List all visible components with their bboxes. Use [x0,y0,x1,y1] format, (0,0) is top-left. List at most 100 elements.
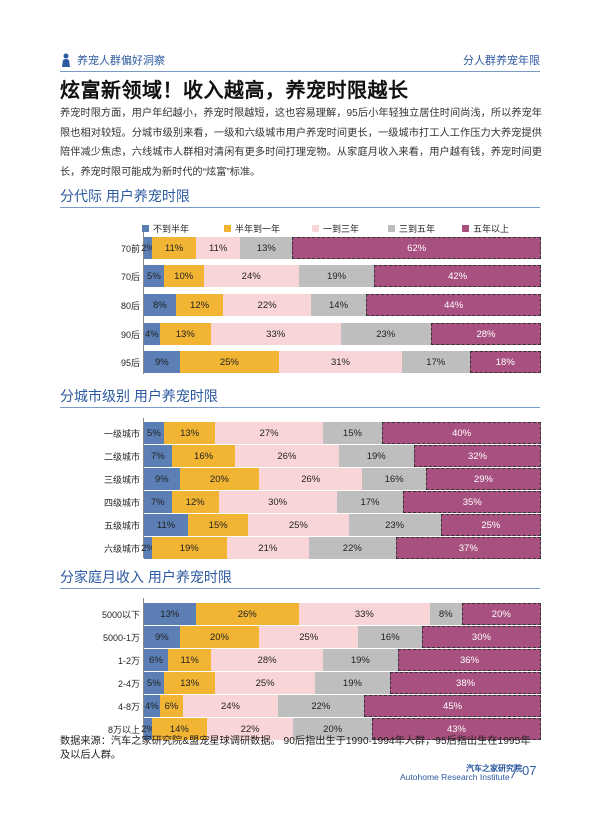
bar-segment: 15% [322,422,383,444]
data-label: 30% [268,496,288,508]
category-label: 80后 [120,301,140,311]
bar-segment: 28% [430,323,541,345]
category-label: 8万以上 [107,725,140,735]
brand-name-cn: 汽车之家研究院 [466,764,522,773]
data-label: 12% [190,299,210,311]
bar-segment: 18% [469,351,541,373]
data-label: 5% [147,270,161,282]
bar-segment: 4% [144,695,160,717]
bar-segment: 4% [144,323,160,345]
bar-segment: 17% [402,351,470,373]
data-label: 35% [462,496,482,508]
data-label: 20% [209,473,229,485]
bar-segment: 19% [151,537,227,559]
bar-segment: 36% [398,649,541,671]
category-label: 四级城市 [103,498,140,508]
bar-segment: 11% [167,649,212,671]
bar-segment: 30% [421,626,541,648]
data-label: 45% [443,700,463,712]
page-number: 07 [522,763,537,778]
bar-segment: 26% [235,445,339,467]
legend-item: 一到三年 [312,222,359,235]
bar-segment: 8% [144,294,176,316]
data-label: 22% [342,542,362,554]
chart-axis [143,418,144,558]
page-title: 炫富新领域！收入越高，养宠时限越长 [60,80,409,102]
bar-segment: 19% [322,649,399,671]
data-label: 9% [154,473,169,485]
bar-segment: 23% [348,514,441,536]
bar-segment: 9% [144,351,180,373]
data-label: 28% [257,654,277,666]
bar-segment: 11% [196,237,241,259]
bar-segment: 2% [141,537,155,559]
bar-segment: 22% [223,294,311,316]
bar-segment: 16% [171,445,236,467]
legend-swatch [462,225,469,232]
bar-segment: 5% [144,422,164,444]
legend-item: 半年到一年 [224,222,280,235]
bar-segment: 12% [175,294,224,316]
legend-label: 一到三年 [323,224,360,234]
section-title-income: 分家庭月收入 用户养宠时限 [60,569,232,585]
bar-segment: 7% [144,445,172,467]
bar-segment: 25% [179,351,279,373]
section-rule [60,207,540,208]
data-label: 18% [495,356,515,368]
bar-segment: 11% [152,237,197,259]
bar-segment: 21% [226,537,310,559]
data-label: 4% [144,328,159,340]
header-left-text: 养宠人群偏好洞察 [77,55,165,67]
bar-segment: 19% [338,445,414,467]
bar-segment: 12% [171,491,219,513]
bar-segment: 16% [358,626,422,648]
bar-segment: 24% [203,265,299,287]
data-label: 23% [376,328,396,340]
data-label: 19% [179,542,199,554]
bar-segment: 25% [248,514,349,536]
legend-swatch [388,225,395,232]
category-label: 1-2万 [117,656,140,666]
data-label: 2% [141,242,155,254]
data-label: 8% [438,608,453,620]
legend-label: 半年到一年 [235,224,281,234]
bar-segment: 16% [362,468,426,490]
section-rule [60,588,540,589]
bar-segment: 10% [163,265,204,287]
bar-segment: 13% [163,422,216,444]
bar-segment: 13% [159,323,211,345]
data-label: 25% [299,631,319,643]
data-label: 11% [180,654,199,666]
category-label: 4-8万 [117,702,140,712]
page-header: 养宠人群偏好洞察 分人群养宠年限 [60,50,540,70]
category-label: 2-4万 [117,679,140,689]
data-label: 22% [311,700,331,712]
bar-segment: 38% [390,672,541,694]
bar-segment: 26% [195,603,299,625]
data-label: 25% [481,519,501,531]
bar-segment: 13% [144,603,196,625]
bar-segment: 40% [382,422,541,444]
legend-swatch [224,225,231,232]
category-label: 三级城市 [103,475,140,485]
section-title-city: 分城市级别 用户养宠时限 [60,388,218,404]
bar-segment: 6% [159,695,184,717]
category-label: 二级城市 [103,452,140,462]
category-label: 70后 [120,272,140,282]
data-label: 19% [327,270,347,282]
data-label: 17% [360,496,380,508]
data-label: 16% [384,473,404,485]
legend-label: 不到半年 [153,224,190,234]
data-label: 28% [476,328,496,340]
data-label: 32% [467,450,487,462]
bar-segment: 11% [144,514,189,536]
data-label: 15% [342,427,362,439]
bar-segment: 28% [211,649,323,671]
bar-segment: 13% [163,672,216,694]
bar-segment: 2% [141,718,155,740]
bar-segment: 26% [259,468,363,490]
data-label: 26% [277,450,297,462]
bar-segment: 25% [215,672,315,694]
bar-segment: 24% [183,695,278,717]
data-label: 16% [380,631,400,643]
